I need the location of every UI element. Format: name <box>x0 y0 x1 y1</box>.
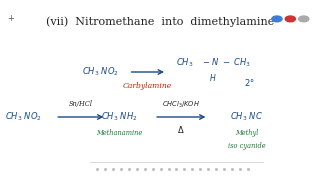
Text: $CH_3\ NH_2$: $CH_3\ NH_2$ <box>101 111 137 123</box>
Text: Carbylamine: Carbylamine <box>123 82 172 90</box>
Text: (vii)  Nitromethane  into  dimethylamine: (vii) Nitromethane into dimethylamine <box>46 16 275 27</box>
Text: $2°$: $2°$ <box>244 77 255 88</box>
Text: $H$: $H$ <box>209 72 217 83</box>
Text: Methanamine: Methanamine <box>96 129 142 137</box>
Circle shape <box>285 16 295 22</box>
Text: $-\ N\ -\ CH_3$: $-\ N\ -\ CH_3$ <box>202 57 251 69</box>
Text: $CH_3\ NC$: $CH_3\ NC$ <box>230 111 263 123</box>
Circle shape <box>299 16 309 22</box>
Text: +: + <box>7 14 14 23</box>
Text: $CH_3\ NO_2$: $CH_3\ NO_2$ <box>82 66 118 78</box>
Text: $CH_3$: $CH_3$ <box>177 57 194 69</box>
Text: $\Delta$: $\Delta$ <box>177 124 185 135</box>
Text: $CH_3\ NO_2$: $CH_3\ NO_2$ <box>5 111 42 123</box>
Text: iso cyanide: iso cyanide <box>228 142 266 150</box>
Circle shape <box>272 16 282 22</box>
Text: Methyl: Methyl <box>235 129 258 137</box>
Text: $CHCl_3/KOH$: $CHCl_3/KOH$ <box>162 99 200 109</box>
Text: Sn/HCl: Sn/HCl <box>69 100 93 108</box>
